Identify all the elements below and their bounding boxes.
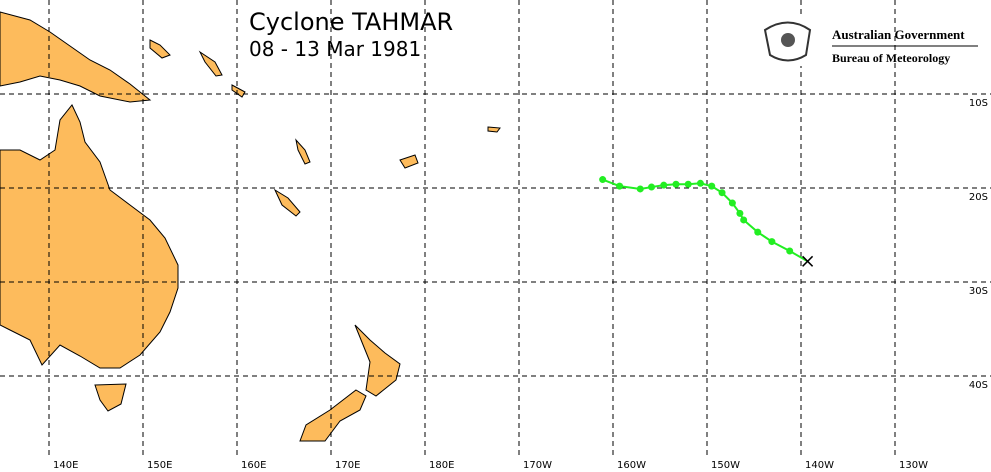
lat-label: 30S: [969, 286, 988, 297]
track-end: [802, 255, 814, 267]
track-point: [672, 180, 680, 188]
lat-label: 10S: [969, 98, 988, 109]
track-point: [736, 209, 744, 217]
track-point: [648, 183, 656, 191]
track-point: [684, 180, 692, 188]
crest-shield: [781, 33, 795, 47]
lon-label: 170E: [335, 460, 360, 471]
title: Cyclone TAHMAR: [249, 8, 453, 36]
lon-label: 160W: [617, 460, 646, 471]
land: [0, 11, 501, 442]
track-point: [754, 228, 762, 236]
lon-label: 170W: [523, 460, 552, 471]
track-point: [696, 179, 704, 187]
track: [599, 176, 814, 267]
track-point: [768, 238, 776, 246]
track-point: [660, 181, 668, 189]
logo: Australian Government Bureau of Meteorol…: [752, 18, 978, 66]
lon-label: 150W: [711, 460, 740, 471]
track-point: [740, 216, 748, 224]
logo-line1: Australian Government: [832, 27, 965, 42]
lon-label: 150E: [147, 460, 172, 471]
track-point: [599, 176, 607, 184]
track-point: [636, 185, 644, 193]
logo-line2: Bureau of Meteorology: [832, 51, 950, 65]
lon-label: 140W: [805, 460, 834, 471]
track-point: [786, 247, 794, 255]
track-point: [728, 199, 736, 207]
track-point: [616, 182, 624, 190]
crest: [763, 21, 812, 62]
lat-label: 40S: [969, 380, 988, 391]
lon-label: 160E: [241, 460, 266, 471]
lat-label: 20S: [969, 192, 988, 203]
track-point: [718, 189, 726, 197]
subtitle: 08 - 13 Mar 1981: [249, 37, 421, 61]
track-point: [708, 182, 716, 190]
lon-label: 130W: [899, 460, 928, 471]
lon-label: 140E: [53, 460, 78, 471]
end-stroke: [802, 255, 814, 267]
lon-label: 180E: [429, 460, 454, 471]
